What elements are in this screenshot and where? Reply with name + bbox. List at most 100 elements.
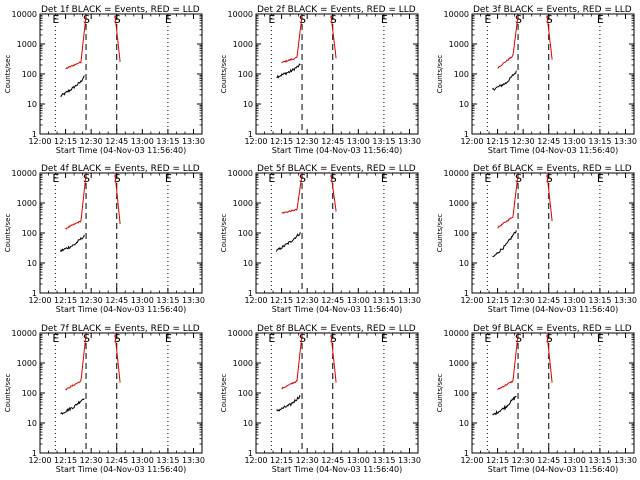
y-tick-label: 1000 [17,199,37,208]
panel-title: Det 6f BLACK = Events, RED = LLD [473,164,632,174]
y-tick-label: 100 [238,389,253,398]
y-tick-label: 100 [454,389,469,398]
series-line-events [276,394,301,412]
x-tick-label: 13:15 [156,137,179,146]
y-tick-label: 1 [248,449,253,458]
x-tick-label: 12:30 [80,296,103,305]
series-line-events [60,398,85,415]
panel-5: Det 5f BLACK = Events, RED = LLD 1 10 100 10… [220,164,421,314]
x-tick-label: 12:30 [296,456,319,465]
series-line-lld [114,174,121,225]
x-tick-label: 12:45 [537,137,560,146]
plot-frame [255,332,419,454]
marker-label: E [484,13,491,26]
y-tick-label: 100 [238,229,253,238]
panel-6: Det 6f BLACK = Events, RED = LLD 1 10 100 10… [436,164,637,314]
x-tick-label: 12:15 [270,296,293,305]
marker-label: E [597,172,604,185]
y-tick-label: 1 [464,449,469,458]
y-tick-label: 100 [454,70,469,79]
y-tick-label: 100 [22,70,37,79]
x-tick-label: 12:45 [537,296,560,305]
series-line-lld [330,174,337,212]
x-tick-label: 13:30 [182,137,205,146]
marker-label: S [515,13,522,26]
x-tick-label: 12:00 [244,137,267,146]
series-line-lld [281,334,303,390]
series-line-lld [546,334,553,383]
y-tick-label: 10 [243,100,253,109]
y-tick-label: 10000 [12,10,37,19]
x-tick-label: 13:00 [347,137,370,146]
series-line-lld [497,334,519,391]
y-axis-label: Counts/sec [4,374,12,413]
x-tick-label: 12:45 [321,137,344,146]
y-axis-label: Counts/sec [220,55,228,94]
x-tick-label: 13:00 [131,456,154,465]
y-tick-label: 10000 [228,169,253,178]
x-tick-label: 13:00 [563,137,586,146]
panel-7: Det 7f BLACK = Events, RED = LLD 1 10 100 10… [4,324,205,474]
plot-frame [471,332,635,454]
x-axis-label: Start Time (04-Nov-03 11:56:40) [272,146,402,155]
x-tick-label: 13:15 [372,456,395,465]
panel-title: Det 9f BLACK = Events, RED = LLD [473,324,632,334]
x-axis-label: Start Time (04-Nov-03 11:56:40) [488,465,618,474]
y-tick-label: 100 [22,229,37,238]
marker-label: S [515,332,522,345]
y-tick-label: 1000 [17,40,37,49]
y-tick-label: 100 [238,70,253,79]
series-line-lld [65,15,87,70]
y-axis-label: Counts/sec [220,374,228,413]
y-tick-label: 10000 [228,10,253,19]
x-tick-label: 12:30 [512,296,535,305]
y-tick-label: 1000 [449,40,469,49]
y-axis-label: Counts/sec [436,55,444,94]
series-line-lld [497,15,519,69]
series-line-lld [546,15,553,60]
x-tick-label: 12:00 [28,137,51,146]
y-tick-label: 1000 [233,199,253,208]
series-line-lld [330,15,337,59]
plot-frame [39,13,203,135]
y-tick-label: 1 [248,130,253,139]
y-tick-label: 1000 [17,359,37,368]
marker-label: S [299,332,306,345]
panel-title: Det 2f BLACK = Events, RED = LLD [257,5,416,15]
x-tick-label: 12:00 [28,296,51,305]
panel-title: Det 1f BLACK = Events, RED = LLD [41,5,200,15]
y-axis-label: Counts/sec [436,214,444,253]
marker-label: E [165,13,172,26]
x-tick-label: 12:15 [270,137,293,146]
x-tick-label: 12:00 [460,456,483,465]
x-tick-label: 12:45 [537,456,560,465]
marker-label: E [165,172,172,185]
marker-label: E [52,332,59,345]
x-tick-label: 12:45 [105,137,128,146]
y-tick-label: 100 [454,229,469,238]
x-tick-label: 12:15 [54,137,77,146]
x-tick-label: 12:45 [321,296,344,305]
x-tick-label: 13:15 [588,296,611,305]
y-tick-label: 1 [32,449,37,458]
x-tick-label: 12:30 [80,137,103,146]
x-tick-label: 13:00 [347,456,370,465]
panel-title: Det 8f BLACK = Events, RED = LLD [257,324,416,334]
panel-8: Det 8f BLACK = Events, RED = LLD 1 10 100 10… [220,324,421,474]
x-tick-label: 12:45 [105,456,128,465]
series-line-lld [114,334,121,383]
y-tick-label: 10 [27,259,37,268]
marker-label: E [381,172,388,185]
y-tick-label: 10000 [12,329,37,338]
marker-label: S [546,172,553,185]
y-axis-label: Counts/sec [4,55,12,94]
y-tick-label: 10 [27,100,37,109]
plot-frame [471,13,635,135]
y-axis-label: Counts/sec [220,214,228,253]
x-tick-label: 12:00 [244,456,267,465]
y-tick-label: 1000 [233,359,253,368]
y-tick-label: 10000 [12,169,37,178]
y-tick-label: 100 [22,389,37,398]
x-tick-label: 13:30 [614,296,637,305]
